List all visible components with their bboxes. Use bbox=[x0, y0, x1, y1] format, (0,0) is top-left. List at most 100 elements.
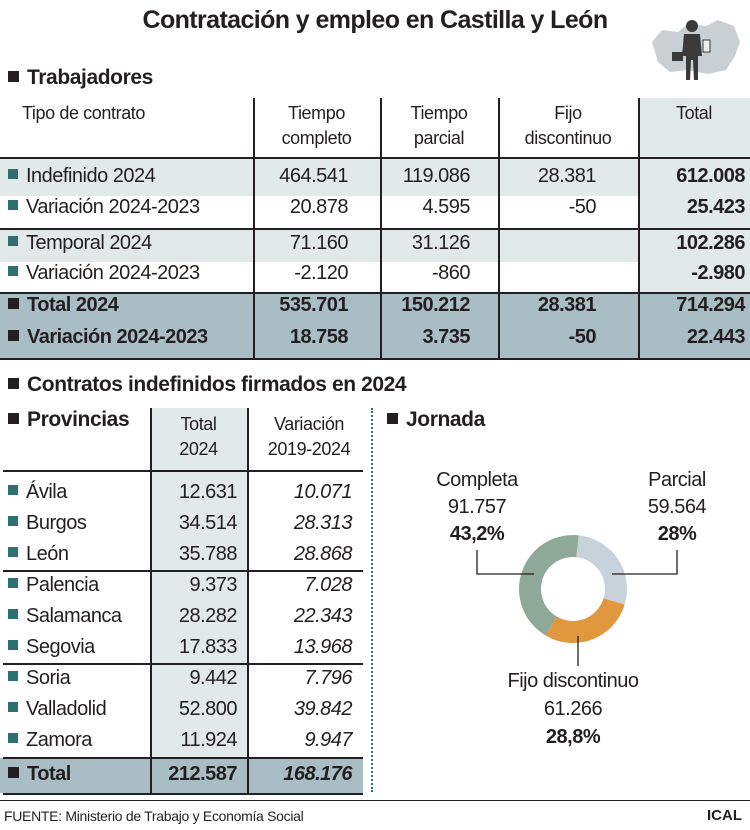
column-divider bbox=[380, 98, 382, 359]
row-label-text: Total 2024 bbox=[27, 294, 119, 316]
total-label: Total bbox=[8, 763, 71, 786]
section-heading-trabajadores: Trabajadores bbox=[8, 66, 153, 90]
donut-label-percent-label: 28% bbox=[658, 523, 697, 545]
total-column-band bbox=[638, 196, 750, 230]
total-variacion: 168.176 bbox=[283, 763, 352, 785]
section-heading-text: Trabajadores bbox=[27, 66, 153, 89]
donut-slice-parcial bbox=[576, 535, 627, 605]
province-label: Zamora bbox=[8, 729, 92, 752]
province-variacion: 28.313 bbox=[293, 512, 353, 534]
column-divider bbox=[253, 98, 255, 359]
jornada-donut-chart: Parcial 59.564 28% Fijo discontinuo 61.266 28… bbox=[436, 469, 707, 748]
row-label: Indefinido 2024 bbox=[8, 165, 156, 188]
table-cell: -50 bbox=[568, 326, 597, 348]
province-label: Palencia bbox=[8, 574, 99, 597]
bullet-square bbox=[8, 413, 19, 424]
province-name: Palencia bbox=[26, 574, 99, 596]
column-divider bbox=[638, 98, 640, 359]
row-label-text: Variación 2024-2023 bbox=[27, 326, 208, 348]
bullet-square bbox=[387, 413, 398, 424]
section-heading-contratos: Contratos indefinidos firmados en 2024 bbox=[8, 373, 407, 397]
bullet-square bbox=[8, 609, 18, 619]
section-heading-text: Contratos indefinidos firmados en 2024 bbox=[27, 373, 407, 396]
bullet-square bbox=[8, 378, 19, 389]
leader-line bbox=[612, 550, 678, 575]
table-cell: -2.980 bbox=[691, 262, 745, 284]
bullet-square bbox=[8, 767, 19, 778]
bullet-square bbox=[8, 578, 18, 588]
table-cell: 20.878 bbox=[289, 196, 349, 218]
province-variacion: 9.947 bbox=[304, 729, 352, 751]
province-total: 9.373 bbox=[189, 574, 237, 596]
column-header-line: completo bbox=[281, 128, 352, 148]
province-total: 12.631 bbox=[178, 481, 238, 503]
row-label-text: Variación 2024-2023 bbox=[26, 196, 200, 218]
province-label: Valladolid bbox=[8, 698, 107, 721]
column-header: Tipo de contrato bbox=[22, 101, 252, 126]
province-label: Burgos bbox=[8, 512, 87, 535]
province-name: León bbox=[26, 543, 69, 565]
column-header: Total bbox=[638, 101, 750, 126]
bullet-square bbox=[8, 266, 18, 276]
province-name: Zamora bbox=[26, 729, 92, 751]
row-label-text: Variación 2024-2023 bbox=[26, 262, 200, 284]
table-cell: 464.541 bbox=[279, 165, 348, 187]
row-label: Variación 2024-2023 bbox=[8, 196, 200, 219]
row-label: Variación 2024-2023 bbox=[8, 326, 208, 349]
column-header-total: Total 2024 bbox=[150, 412, 247, 462]
bullet-square bbox=[8, 236, 18, 246]
bullet-square bbox=[8, 516, 18, 526]
province-total: 28.282 bbox=[178, 605, 238, 627]
total-column-band bbox=[150, 408, 247, 758]
total-label-text: Total bbox=[27, 763, 71, 785]
province-label: Salamanca bbox=[8, 605, 122, 628]
province-label: Segovia bbox=[8, 636, 95, 659]
donut-label-percent-label: 28,8% bbox=[546, 726, 601, 748]
column-header-line: Total bbox=[675, 103, 713, 123]
row-label: Total 2024 bbox=[8, 294, 119, 317]
column-header-line: Tipo de contrato bbox=[22, 103, 146, 123]
table-cell: 150.212 bbox=[401, 294, 470, 316]
column-header-line: 2019-2024 bbox=[267, 439, 351, 459]
province-total: 11.924 bbox=[180, 729, 237, 751]
row-label-text: Indefinido 2024 bbox=[26, 165, 156, 187]
donut-label-percent-label: 43,2% bbox=[450, 523, 505, 545]
bullet-square bbox=[8, 169, 18, 179]
donut-label-name: Completa bbox=[436, 469, 519, 491]
column-header-variacion: Variación 2019-2024 bbox=[250, 412, 368, 462]
column-header-line: Fijo bbox=[554, 103, 582, 123]
row-label: Temporal 2024 bbox=[8, 232, 152, 255]
row-divider bbox=[3, 570, 363, 572]
credit-logo: ICAL bbox=[707, 807, 742, 824]
row-divider bbox=[0, 292, 750, 294]
province-name: Salamanca bbox=[26, 605, 122, 627]
row-divider bbox=[3, 757, 363, 759]
province-name: Burgos bbox=[26, 512, 87, 534]
provincias-heading-text: Provincias bbox=[27, 408, 130, 431]
donut-label-name: Fijo discontinuo bbox=[508, 670, 639, 692]
table-cell: -2.120 bbox=[294, 262, 348, 284]
footer-divider bbox=[0, 800, 750, 801]
provincias-heading: Provincias bbox=[8, 408, 130, 432]
province-variacion: 28.868 bbox=[293, 543, 353, 565]
province-name: Ávila bbox=[26, 481, 67, 503]
row-divider bbox=[3, 793, 363, 795]
province-label: León bbox=[8, 543, 69, 566]
row-divider bbox=[3, 470, 363, 472]
table-cell: 714.294 bbox=[676, 294, 745, 316]
donut-label-value-label: 61.266 bbox=[544, 698, 603, 720]
donut-label-name: Parcial bbox=[648, 469, 706, 491]
table-cell: -50 bbox=[568, 196, 597, 218]
column-divider bbox=[247, 408, 249, 793]
table-cell: 31.126 bbox=[411, 232, 471, 254]
bullet-square bbox=[8, 702, 18, 712]
dotted-divider bbox=[371, 408, 373, 792]
province-label: Ávila bbox=[8, 481, 67, 504]
column-header-line: Total bbox=[180, 414, 217, 434]
province-total: 35.788 bbox=[178, 543, 238, 565]
table-cell: 3.735 bbox=[422, 326, 470, 348]
table-cell: 612.008 bbox=[676, 165, 745, 187]
bullet-square bbox=[8, 200, 18, 210]
section-heading-jornada: Jornada bbox=[387, 408, 485, 432]
bullet-square bbox=[8, 640, 18, 650]
